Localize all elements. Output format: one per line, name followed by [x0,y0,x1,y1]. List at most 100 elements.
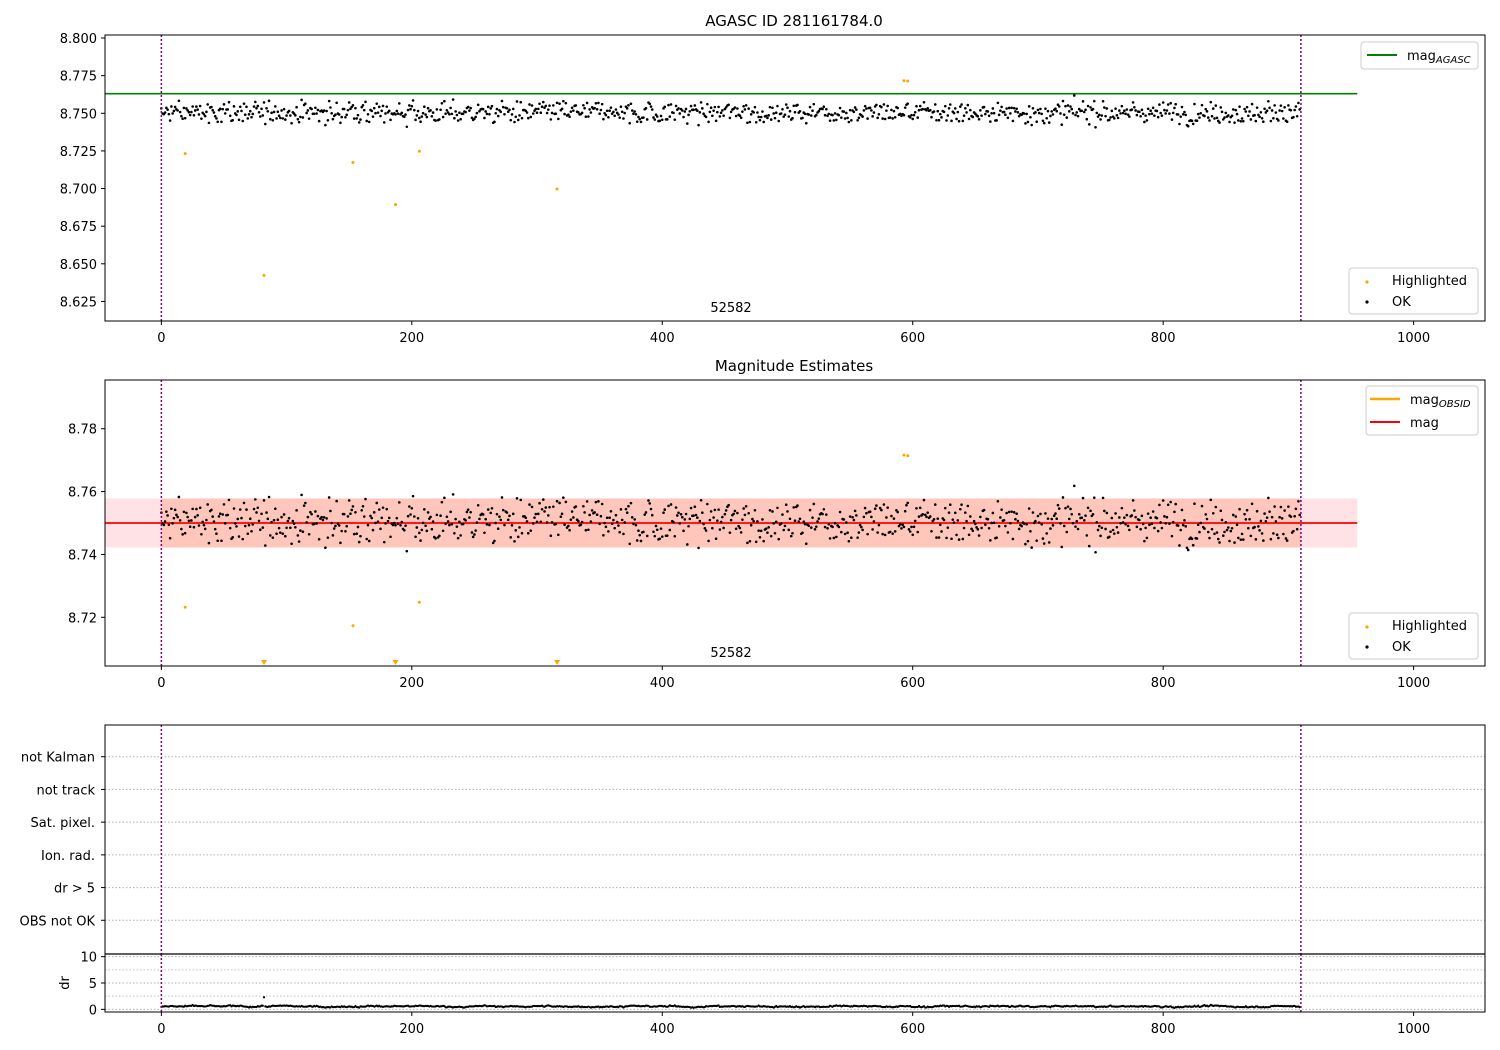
highlighted-point [902,79,906,83]
ok-point [535,520,539,524]
ok-point [349,512,352,516]
ok-point [649,105,653,108]
ok-point [1203,527,1206,530]
ok-point [172,516,176,520]
ok-point [1249,118,1253,121]
ok-point [704,115,708,119]
ok-point [205,518,208,522]
ok-point [1293,108,1296,112]
ok-point [1287,505,1290,508]
ok-point [379,527,382,531]
panel4-ytick-label: 10 [80,951,97,966]
ok-point [489,107,492,110]
ok-point [342,512,346,516]
ok-point [722,114,725,117]
ok-point [739,531,743,534]
ok-point [500,99,504,103]
ok-point [1114,107,1117,110]
ok-point [741,110,744,113]
ok-point [485,112,489,116]
ok-point [728,116,732,120]
ok-point [915,506,918,510]
ok-point [797,520,801,523]
ok-point [1099,118,1102,121]
ok-point [589,520,593,523]
ok-point [1131,101,1135,104]
ok-point [399,523,402,527]
ok-point [982,105,986,109]
ok-point [1017,527,1021,531]
ok-point [1195,537,1199,540]
ok-point [212,520,216,523]
ok-point [351,505,355,508]
ok-point [270,520,273,524]
ok-point [777,119,781,123]
ok-point [380,516,384,520]
ok-point [195,105,198,108]
ok-point [772,112,776,115]
ok-point [322,109,326,112]
ok-point [630,109,634,112]
ok-point [474,115,477,119]
ok-point [296,534,300,537]
ok-point [812,502,816,506]
ok-point [1074,113,1077,117]
ok-point [1031,511,1035,514]
ok-point [1026,120,1030,124]
panel4-ytick-label: 0 [89,1003,97,1018]
ok-point [1253,113,1256,117]
ok-point [1156,529,1160,533]
ok-point [675,514,679,517]
ok-point [220,539,223,543]
flag-label: Ion. rad. [41,849,95,864]
ok-point [593,106,596,110]
ok-point [1260,532,1264,535]
ok-point [168,536,172,540]
ok-point [1091,107,1095,111]
ok-point [997,113,1001,117]
ok-point [285,526,288,530]
ok-point [604,113,608,117]
ok-point [1279,104,1283,107]
highlighted-point [394,203,398,207]
ok-point [1169,500,1172,504]
ok-point [1294,507,1298,511]
ok-point [1133,509,1136,512]
ok-point [1238,507,1241,511]
ok-point [242,501,246,505]
ok-point [1011,537,1015,541]
ok-point [1273,505,1276,508]
ok-point [999,109,1002,112]
ok-point [823,113,827,117]
ok-point [1109,116,1112,119]
legend-label-mag-agasc: magAGASC [1407,49,1471,66]
ok-point [481,107,485,111]
ok-point [921,107,925,111]
ok-point [827,522,831,526]
ok-point [832,536,836,540]
ok-point [1269,537,1273,541]
ok-point [612,110,615,114]
ok-point [1195,119,1199,122]
ok-point [1280,109,1284,113]
ok-point [926,107,930,110]
ok-point [881,532,884,536]
ok-point [165,106,168,110]
ok-point [257,110,261,114]
ok-point [414,535,417,539]
ok-point [1176,113,1180,116]
ok-point [723,512,727,516]
ok-point [698,111,702,114]
ok-point [737,524,740,528]
ok-point [1259,110,1263,114]
ok-point [701,511,704,514]
ok-point [876,116,879,120]
ok-point [1270,109,1274,112]
ok-point [892,109,896,113]
ok-point [1253,525,1256,529]
ok-point [411,494,415,498]
ok-point [1047,121,1051,124]
ok-point [215,532,218,536]
ok-point [306,515,310,519]
ok-point [667,504,670,508]
